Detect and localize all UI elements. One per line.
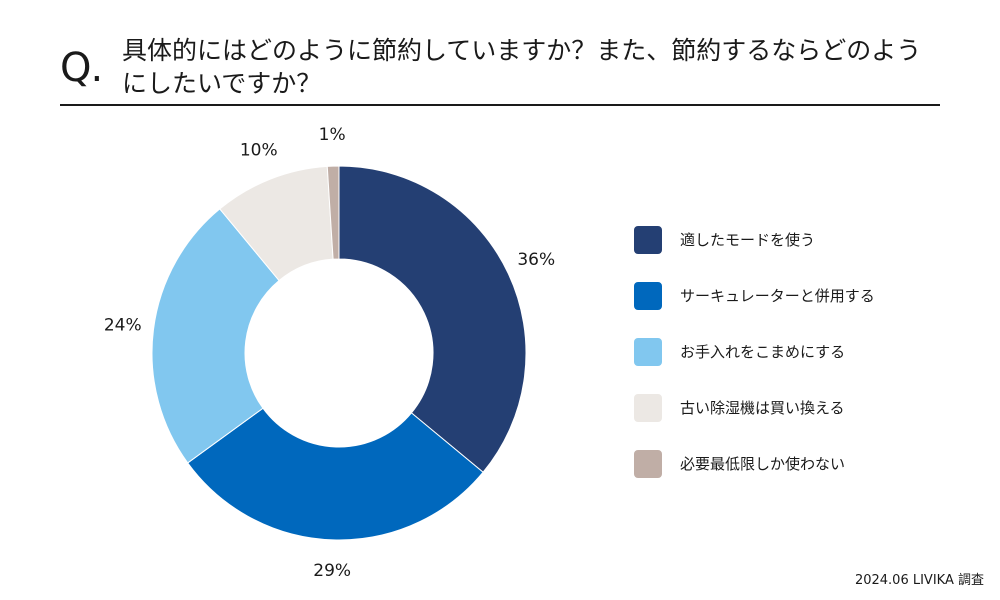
legend-label: お手入れをこまめにする bbox=[680, 343, 846, 361]
donut-slice-5 bbox=[326, 165, 340, 260]
legend-label: 古い除湿機は買い換える bbox=[680, 399, 845, 417]
legend-label: サーキュレーターと併用する bbox=[680, 287, 875, 305]
donut-slice-2 bbox=[187, 407, 484, 541]
donut-slice-1 bbox=[338, 165, 527, 473]
source-note: 2024.06 LIVIKA 調査 bbox=[854, 573, 984, 588]
legend-swatch bbox=[634, 450, 662, 478]
slice-value-label-2: 29% bbox=[313, 561, 351, 581]
slice-value-label-4: 10% bbox=[240, 140, 278, 160]
slice-value-label-1: 36% bbox=[517, 250, 555, 270]
legend-swatch bbox=[634, 282, 662, 310]
legend-label: 必要最低限しか使わない bbox=[680, 455, 846, 473]
legend-label: 適したモードを使う bbox=[680, 231, 816, 249]
slice-value-label-5: 1% bbox=[319, 125, 346, 145]
legend-swatch bbox=[634, 338, 662, 366]
question-header: Q. 具体的にはどのように節約していますか？また、節約するならどのようにしたいで… bbox=[60, 30, 940, 106]
donut-slice-3 bbox=[151, 208, 280, 464]
slice-value-label-3: 24% bbox=[104, 316, 142, 336]
question-marker: Q. bbox=[60, 45, 103, 91]
question-text: 具体的にはどのように節約していますか？また、節約するならどのようにしたいですか？ bbox=[122, 36, 922, 98]
legend-swatch bbox=[634, 226, 662, 254]
legend-swatch bbox=[634, 394, 662, 422]
